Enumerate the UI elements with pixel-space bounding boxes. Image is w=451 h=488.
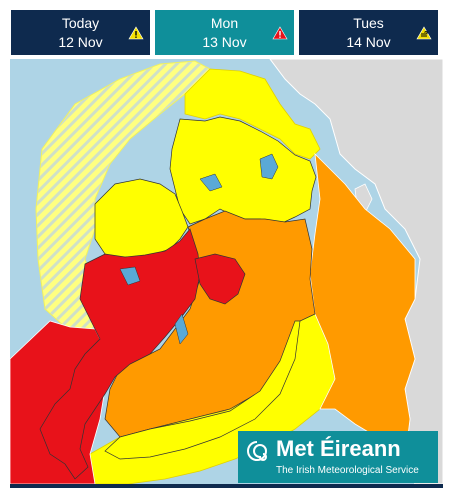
sea-area-yellow-north [184,68,321,160]
logo-name: Met Éireann [276,436,401,461]
lough-erne [199,173,223,192]
region-red-west [39,228,201,480]
yellow-wind-warning-icon [416,26,432,40]
warning-map[interactable] [10,59,443,484]
tab-today-date: 12 Nov [58,34,103,50]
tab-today[interactable]: Today 12 Nov [11,10,150,55]
tab-tues[interactable]: Tues 14 Nov [299,10,438,55]
region-yellow-south [104,320,301,460]
tab-mon-day: Mon [210,15,239,31]
region-red-central [194,253,246,305]
met-eireann-swirl-icon [247,441,268,461]
lough-derg [174,313,189,345]
map-bottom-bar [10,484,443,488]
yellow-warning-icon [128,26,144,40]
tab-tues-day: Tues [353,15,384,31]
forecast-day-tabs: Today 12 Nov Mon 13 Nov Tues 14 Nov [0,0,451,58]
lough-neagh [259,153,279,180]
sea-area-hatched-warning [35,60,211,330]
tab-mon[interactable]: Mon 13 Nov [155,10,294,55]
logo-tagline: The Irish Meteorological Service [276,465,419,476]
met-eireann-logo: Met Éireann The Irish Meteorological Ser… [238,431,438,483]
tab-today-day: Today [61,15,100,31]
region-orange-midlands [104,210,316,438]
red-warning-icon [272,26,288,40]
tab-mon-date: 13 Nov [202,34,247,50]
ireland-warning-map-svg [10,59,443,484]
tab-tues-date: 14 Nov [346,34,391,50]
lough-corrib [119,266,141,286]
